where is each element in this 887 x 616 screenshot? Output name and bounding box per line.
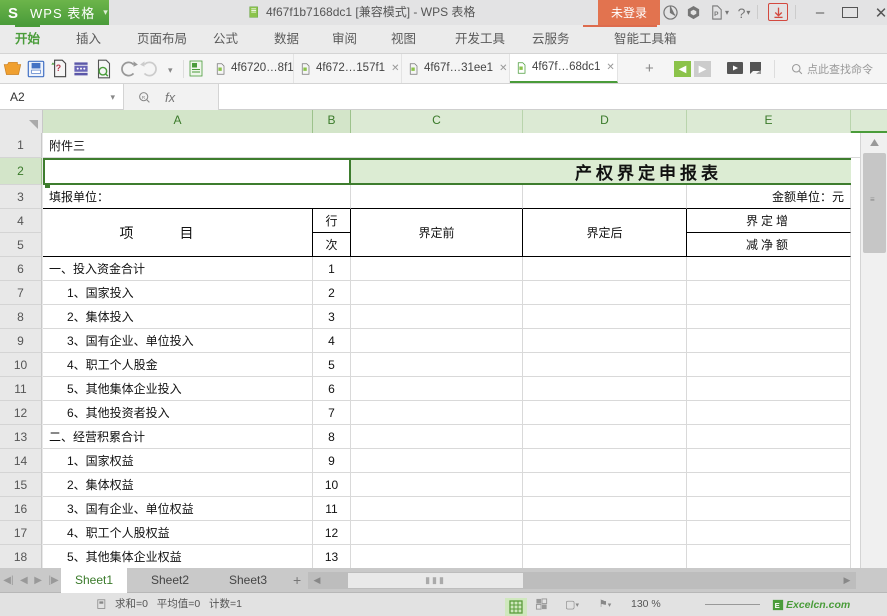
svg-text:P: P — [714, 11, 719, 18]
svg-text:S: S — [8, 5, 18, 21]
svg-text:E: E — [775, 601, 780, 610]
svg-text:?: ? — [56, 63, 61, 73]
svg-text:R: R — [142, 95, 146, 101]
